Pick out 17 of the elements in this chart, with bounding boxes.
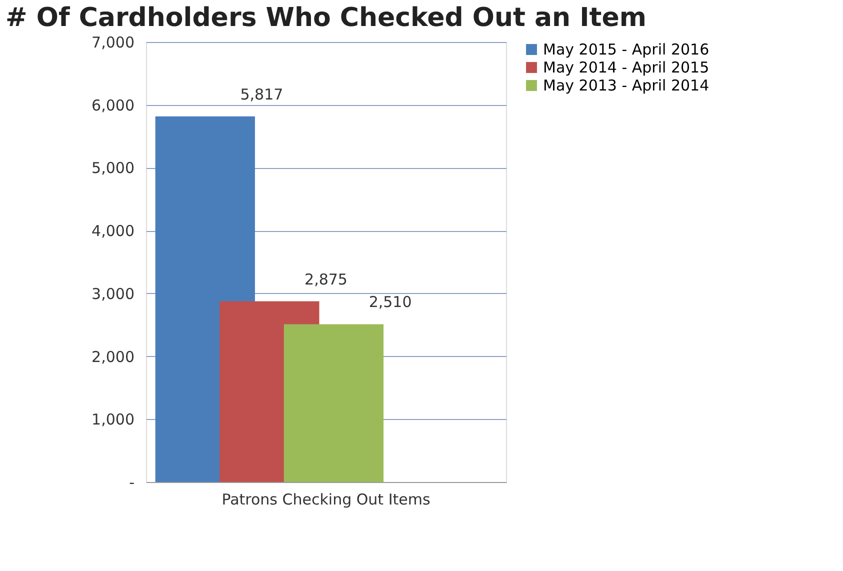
y-tick-label: 4,000 xyxy=(92,222,134,240)
legend-label: May 2015 - April 2016 xyxy=(543,40,710,58)
legend-label: May 2013 - April 2014 xyxy=(543,76,710,94)
chart-title: # Of Cardholders Who Checked Out an Item xyxy=(6,3,646,33)
y-tick-label: 5,000 xyxy=(92,159,134,178)
x-tick-label: Patrons Checking Out Items xyxy=(222,490,430,508)
y-tick-label: 3,000 xyxy=(92,284,134,303)
data-label: 5,817 xyxy=(240,85,284,104)
data-label: 2,510 xyxy=(368,293,412,312)
data-label: 2,875 xyxy=(304,270,348,288)
y-tick-label: 6,000 xyxy=(92,96,134,114)
y-tick-label: 7,000 xyxy=(92,34,134,52)
y-tick-label: 1,000 xyxy=(92,410,134,429)
bar xyxy=(284,324,384,482)
y-tick-label: 2,000 xyxy=(92,348,134,366)
y-tick-label: - xyxy=(129,474,134,492)
legend-label: May 2014 - April 2015 xyxy=(543,58,710,76)
